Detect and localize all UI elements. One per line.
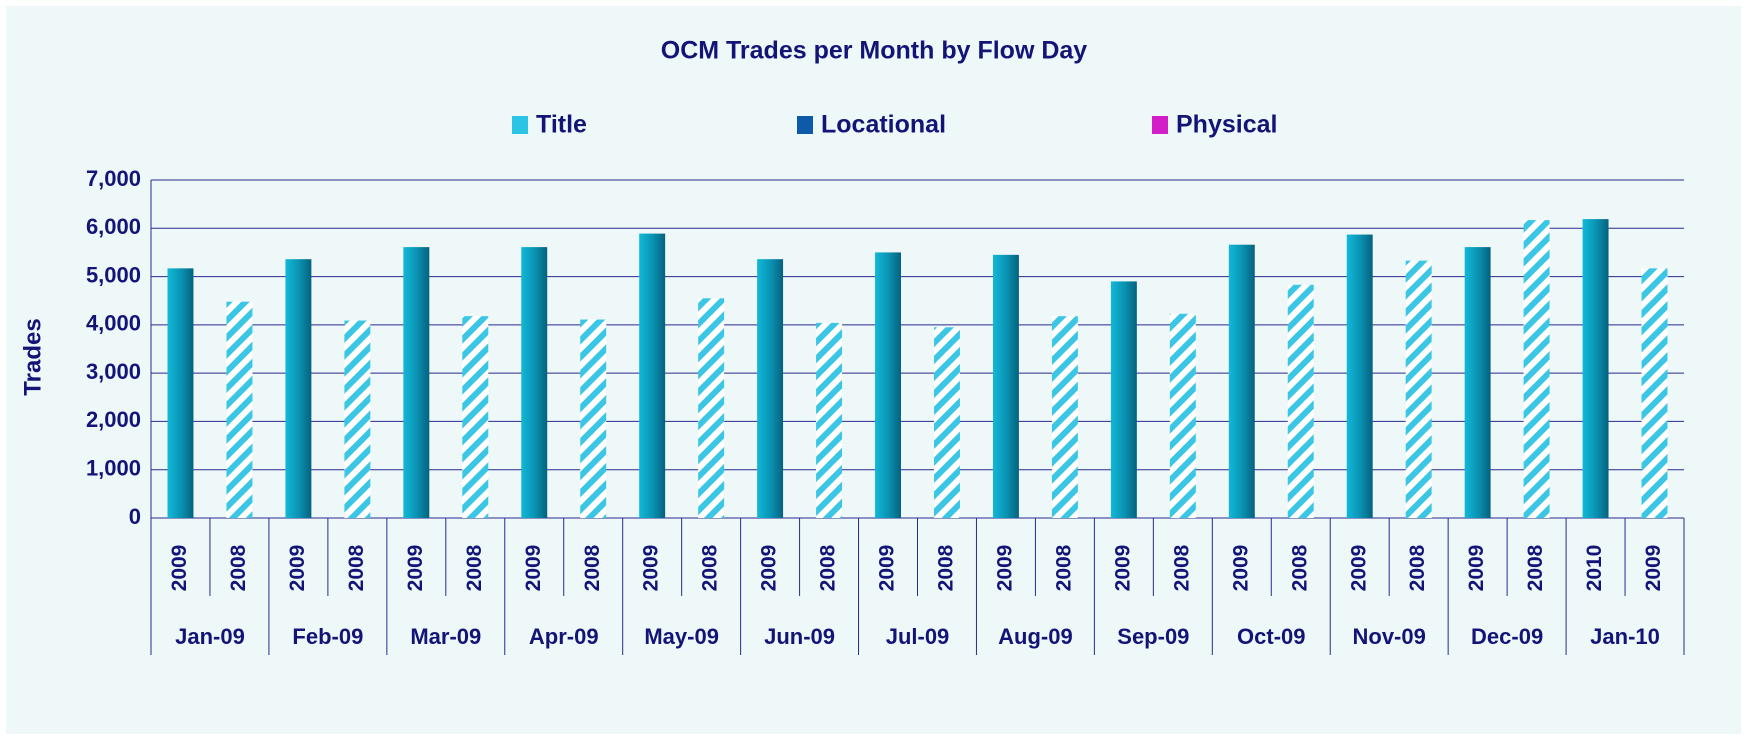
group-label: Oct-09: [1237, 624, 1305, 649]
x-tick-label: 2008: [581, 544, 604, 591]
bar: [1051, 316, 1078, 518]
x-tick-label: 2008: [227, 544, 250, 591]
x-tick-label: 2008: [817, 544, 840, 591]
x-tick-label: 2008: [1288, 544, 1311, 591]
bar: [934, 327, 960, 518]
bar: [167, 268, 194, 518]
group-label: Aug-09: [998, 624, 1073, 649]
bar: [1464, 247, 1491, 519]
bar: [1582, 219, 1609, 518]
group-label: Jan-10: [1590, 624, 1660, 649]
x-tick-label: 2009: [168, 545, 191, 592]
x-tick-label: 2008: [1524, 544, 1547, 591]
x-tick-label: 2008: [1052, 544, 1075, 591]
x-tick-label: 2008: [699, 544, 722, 591]
bar: [816, 322, 843, 518]
x-tick-label: 2008: [463, 544, 486, 591]
bar: [344, 320, 371, 518]
x-tick-label: 2009: [1229, 545, 1252, 592]
bar: [462, 316, 489, 518]
y-tick-label: 6,000: [86, 214, 141, 239]
group-label: Sep-09: [1117, 624, 1189, 649]
group-label: Dec-09: [1471, 624, 1543, 649]
legend-swatch: [512, 116, 528, 134]
group-label: Nov-09: [1353, 624, 1426, 649]
y-tick-label: 4,000: [86, 311, 141, 336]
bar: [1641, 268, 1668, 518]
y-tick-label: 1,000: [86, 456, 141, 481]
x-tick-label: 2008: [1170, 544, 1193, 591]
bar: [1405, 260, 1432, 518]
bar: [1346, 234, 1373, 518]
x-tick-label: 2009: [876, 545, 899, 592]
group-label: Jul-09: [886, 624, 950, 649]
bar: [1287, 284, 1314, 518]
x-tick-label: 2009: [1465, 545, 1488, 592]
y-tick-label: 3,000: [86, 359, 141, 384]
bar: [698, 298, 725, 518]
x-tick-label: 2009: [522, 545, 545, 592]
bar: [580, 319, 607, 518]
group-label: Jun-09: [764, 624, 835, 649]
bar: [403, 247, 430, 519]
x-tick-label: 2010: [1583, 545, 1606, 592]
y-axis-title: Trades: [19, 318, 46, 395]
group-label: Mar-09: [410, 624, 481, 649]
legend-label: Physical: [1176, 111, 1277, 139]
bar: [226, 301, 253, 518]
x-tick-label: 2008: [935, 544, 958, 591]
group-label: May-09: [644, 624, 719, 649]
bar: [1110, 281, 1137, 518]
bar: [757, 259, 784, 518]
legend-swatch: [1152, 116, 1168, 134]
y-tick-label: 0: [129, 504, 141, 529]
x-tick-label: 2009: [1347, 545, 1370, 592]
y-tick-label: 7,000: [86, 166, 141, 191]
bar: [521, 247, 548, 519]
group-label: Jan-09: [175, 624, 245, 649]
group-label: Feb-09: [292, 624, 363, 649]
bar: [1523, 220, 1550, 518]
legend-label: Locational: [821, 111, 946, 139]
x-tick-label: 2009: [1111, 545, 1134, 592]
y-tick-label: 5,000: [86, 262, 141, 287]
bar: [639, 233, 666, 518]
y-tick-label: 2,000: [86, 407, 141, 432]
chart-title: OCM Trades per Month by Flow Day: [661, 37, 1088, 65]
bar: [1228, 244, 1255, 518]
group-label: Apr-09: [529, 624, 599, 649]
bar: [1169, 313, 1196, 518]
bar: [285, 259, 312, 518]
bar: [992, 254, 1019, 519]
x-tick-label: 2009: [404, 545, 427, 592]
x-tick-label: 2009: [286, 545, 309, 592]
bar: [875, 252, 901, 518]
x-tick-label: 2009: [640, 545, 663, 592]
legend-swatch: [797, 116, 813, 134]
legend-label: Title: [536, 111, 587, 139]
x-tick-label: 2008: [345, 544, 368, 591]
x-tick-label: 2009: [993, 545, 1016, 592]
x-tick-label: 2009: [1642, 545, 1665, 592]
x-tick-label: 2009: [758, 545, 781, 592]
x-tick-label: 2008: [1406, 544, 1429, 591]
